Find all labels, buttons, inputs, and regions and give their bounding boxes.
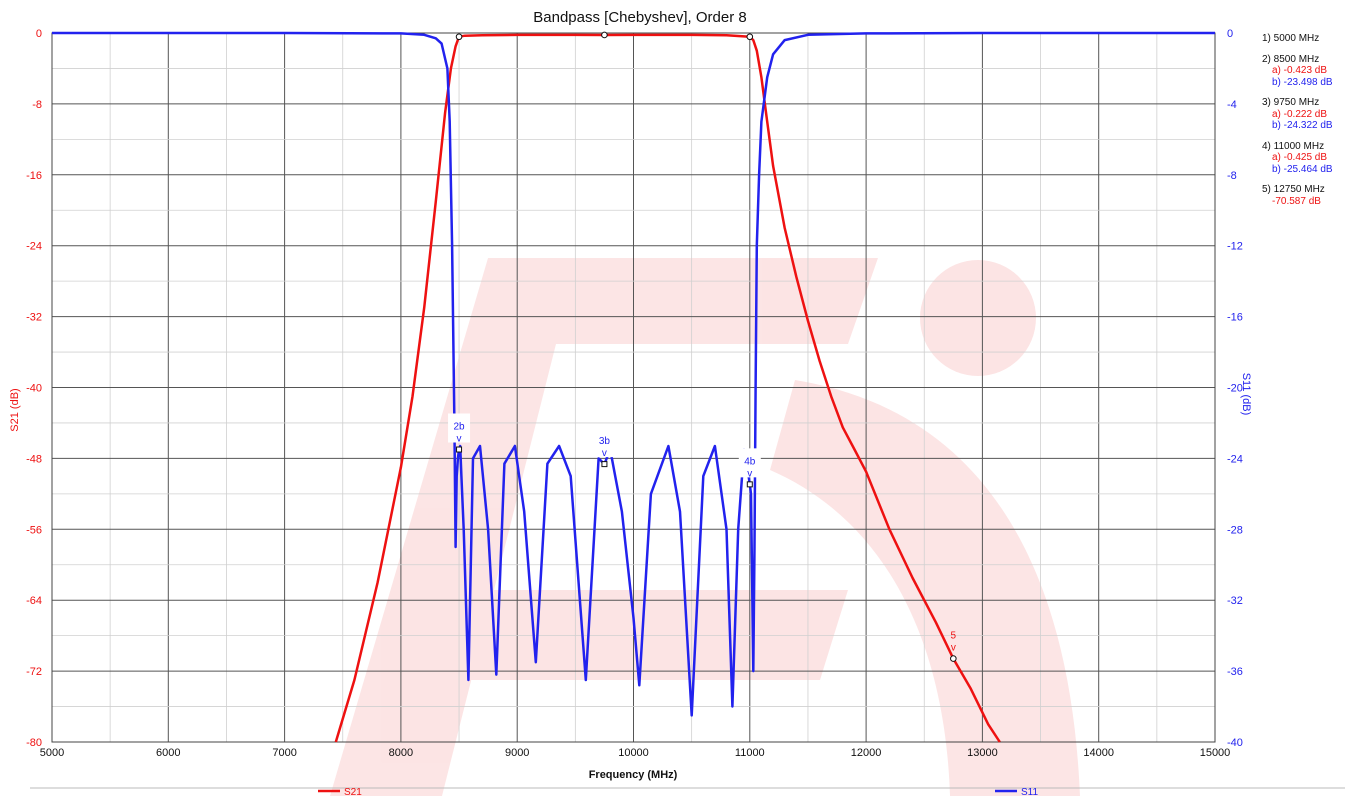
right-tick-label: -24	[1227, 453, 1243, 465]
marker-point	[950, 655, 957, 662]
left-tick-label: 0	[36, 28, 42, 40]
marker-label: 4b	[744, 456, 756, 467]
marker-label-bg	[593, 428, 616, 458]
marker-readout-head: 4) 11000 MHz	[1262, 140, 1325, 152]
legend-label-s11: S11	[1021, 787, 1038, 796]
marker-readout-s21: -70.587 dB	[1272, 195, 1321, 207]
x-tick-label: 9000	[505, 747, 529, 759]
marker-point	[601, 31, 608, 39]
marker-label-bg	[738, 448, 761, 478]
x-axis-title: Frequency (MHz)	[589, 769, 678, 781]
right-tick-label: -28	[1227, 524, 1243, 536]
marker-readout-4: 4) 11000 MHz a) -0.425 dB b) -25.464 dB	[1262, 141, 1357, 176]
x-axis-ticks: 5000 6000 7000 8000 9000 10000 11000 12000 13000…	[40, 747, 1231, 759]
marker-point	[746, 33, 754, 41]
marker-readout-s11: b) -25.464 dB	[1272, 163, 1333, 175]
left-tick-label: -24	[26, 241, 42, 253]
left-tick-label: -64	[26, 595, 42, 607]
legend-label-s21: S21	[344, 787, 362, 796]
watermark-logo	[330, 258, 1080, 796]
marker-readout-s21: a) -0.423 dB	[1272, 65, 1328, 76]
marker-readout-3: 3) 9750 MHz a) -0.222 dB b) -24.322 dB	[1262, 97, 1357, 132]
x-tick-label: 11000	[735, 747, 765, 759]
marker-arrow: v	[747, 468, 752, 479]
x-tick-label: 13000	[967, 747, 998, 759]
x-tick-label: 10000	[618, 747, 649, 759]
right-tick-label: -20	[1227, 383, 1243, 395]
right-axis-ticks: 0 -4 -8 -12 -16 -20 -24 -28 -32 -36 -40	[1227, 28, 1243, 749]
marker-point	[746, 481, 753, 488]
right-tick-label: -40	[1227, 737, 1243, 749]
marker-readout-2: 2) 8500 MHz a) -0.423 dB b) -23.498 dB	[1262, 54, 1357, 89]
marker-arrow: v	[602, 448, 607, 459]
left-axis-title: S21 (dB)	[9, 388, 21, 431]
left-axis-ticks: 0 -8 -16 -24 -32 -40 -48 -56 -64 -72 -80	[26, 28, 42, 749]
right-tick-label: -8	[1227, 170, 1237, 182]
marker-readout-head: 3) 9750 MHz	[1262, 97, 1320, 108]
right-tick-label: 0	[1227, 28, 1233, 40]
plot-grid	[51, 32, 1216, 743]
x-tick-label: 15000	[1200, 747, 1231, 759]
marker-label-bg	[448, 413, 471, 443]
marker-readout-5: 5) 12750 MHz -70.587 dB	[1262, 184, 1357, 207]
marker-readout-panel: 1) 5000 MHz 2) 8500 MHz a) -0.423 dB b) …	[1262, 33, 1357, 216]
right-tick-label: -12	[1227, 241, 1243, 253]
marker-label: 3b	[599, 436, 611, 447]
left-tick-label: -48	[26, 453, 42, 465]
left-tick-label: -72	[26, 666, 42, 678]
left-tick-label: -40	[26, 383, 42, 395]
marker-readout-s11: b) -23.498 dB	[1272, 76, 1333, 88]
left-tick-label: -80	[26, 737, 42, 749]
x-tick-label: 7000	[272, 747, 296, 759]
left-tick-label: -56	[26, 524, 42, 536]
marker-label: 2b	[453, 422, 465, 433]
marker-layer: 2av3av4av5v2bv3bv4bv	[448, 7, 957, 662]
x-tick-label: 6000	[156, 747, 180, 759]
x-tick-label: 12000	[851, 747, 882, 759]
marker-point	[601, 461, 608, 468]
marker-readout-s21: a) -0.425 dB	[1272, 152, 1328, 163]
plot-frame	[51, 32, 1216, 743]
title-background	[442, 5, 778, 29]
marker-label: 5	[951, 631, 957, 642]
left-tick-label: -16	[26, 170, 42, 182]
marker-readout-head: 2) 8500 MHz	[1262, 53, 1320, 65]
marker-point	[455, 33, 463, 41]
right-axis-title: S11 (dB)	[1240, 373, 1252, 416]
marker-arrow: v	[457, 434, 462, 445]
marker-readout-1: 1) 5000 MHz	[1262, 33, 1357, 45]
left-tick-label: -8	[32, 99, 42, 111]
marker-readout-head: 1) 5000 MHz	[1262, 33, 1320, 44]
right-tick-label: -36	[1227, 666, 1243, 678]
x-tick-label: 8000	[389, 747, 413, 759]
x-tick-label: 14000	[1083, 747, 1114, 759]
right-tick-label: -16	[1227, 312, 1243, 324]
left-tick-label: -32	[26, 312, 42, 324]
marker-readout-head: 5) 12750 MHz	[1262, 184, 1325, 195]
marker-readout-s21: a) -0.222 dB	[1272, 108, 1328, 120]
marker-readout-s11: b) -24.322 dB	[1272, 120, 1333, 131]
legend: S21 S11	[30, 787, 1345, 796]
right-tick-label: -4	[1227, 99, 1237, 111]
marker-arrow: v	[951, 643, 956, 654]
x-tick-label: 5000	[40, 747, 64, 759]
chart-title: Bandpass [Chebyshev], Order 8	[533, 9, 746, 26]
right-tick-label: -32	[1227, 595, 1243, 607]
marker-point	[456, 446, 463, 453]
